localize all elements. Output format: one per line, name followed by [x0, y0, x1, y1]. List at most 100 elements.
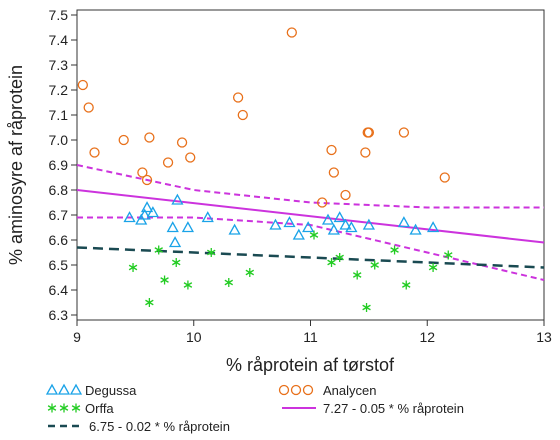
data-point-analycen: [162, 157, 174, 168]
data-point-orffa: [335, 253, 344, 262]
data-point-orffa: [183, 280, 193, 290]
data-point-orffa: [428, 263, 438, 272]
y-tick-label: 7.0: [49, 132, 69, 148]
data-point-orffa: [444, 250, 453, 260]
legend: Degussa Orffa 6.75 - 0.02 * % råprotein …: [45, 383, 464, 434]
data-point-analycen: [286, 27, 297, 38]
legend-item-analycen: Analycen: [278, 383, 376, 398]
legend-marker: [47, 403, 57, 413]
data-point-orffa: [160, 275, 169, 285]
legend-marker: [302, 384, 314, 396]
data-point-degussa: [327, 223, 340, 235]
x-axis-label: % råprotein af tørstof: [226, 355, 395, 375]
data-point-analycen: [232, 92, 244, 103]
legend-label-dashed-fit: 6.75 - 0.02 * % råprotein: [89, 419, 230, 434]
confidence-band-lines: [76, 164, 545, 281]
data-point-analycen: [137, 167, 148, 178]
legend-item-dashed-fit: 6.75 - 0.02 * % råprotein: [48, 419, 230, 434]
data-point-analycen: [77, 79, 88, 91]
y-tick-label: 7.4: [49, 32, 69, 48]
fit-lines: [76, 189, 545, 269]
x-tick-label: 13: [536, 329, 552, 345]
dashed-fit-line: [76, 246, 545, 269]
data-point-analycen: [326, 144, 337, 156]
legend-label-solid-fit: 7.27 - 0.05 * % råprotein: [323, 401, 464, 416]
data-point-analycen: [439, 172, 450, 183]
data-point-degussa: [362, 218, 375, 230]
data-point-orffa: [128, 263, 138, 272]
data-point-orffa: [224, 278, 234, 287]
data-point-analycen: [363, 127, 375, 138]
legend-label-analycen: Analycen: [323, 383, 376, 398]
data-point-degussa: [397, 216, 411, 228]
legend-item-orffa: Orffa: [47, 401, 114, 416]
legend-marker: [69, 383, 83, 395]
y-tick-label: 6.4: [49, 282, 69, 298]
solid-fit-line: [76, 189, 545, 244]
y-tick-label: 6.8: [49, 182, 69, 198]
x-tick-label: 9: [73, 329, 81, 345]
x-axis-ticks: 9 10 11 12 13: [73, 320, 552, 345]
data-point-analycen: [118, 134, 129, 146]
y-tick-label: 6.3: [49, 307, 69, 323]
data-point-orffa: [370, 260, 379, 270]
data-points: [77, 27, 453, 312]
data-point-orffa: [207, 248, 216, 257]
data-point-orffa: [245, 268, 255, 277]
plot-frame: [76, 9, 545, 321]
data-point-orffa: [390, 245, 399, 255]
data-point-degussa: [409, 223, 422, 235]
data-point-degussa: [171, 193, 184, 205]
y-tick-label: 7.3: [49, 57, 69, 73]
data-point-degussa: [339, 218, 352, 230]
data-point-analycen: [340, 189, 351, 201]
y-axis-ticks: 6.3 6.4 6.5 6.6 6.7 6.8 6.9 7.0 7.1 7.2 7.3 7.4 7.5: [49, 7, 77, 323]
y-tick-label: 7.2: [49, 82, 69, 98]
y-tick-label: 7.1: [49, 107, 69, 123]
data-point-degussa: [201, 211, 214, 223]
legend-marker: [71, 403, 81, 413]
data-point-analycen: [89, 147, 100, 158]
data-point-degussa: [166, 221, 179, 233]
x-tick-label: 10: [186, 329, 202, 345]
data-point-analycen: [141, 174, 153, 186]
y-tick-label: 6.5: [49, 257, 69, 273]
data-point-analycen: [328, 167, 340, 178]
legend-label-orffa: Orffa: [85, 401, 114, 416]
data-point-analycen: [144, 132, 155, 143]
data-point-analycen: [317, 197, 328, 208]
data-point-orffa: [145, 298, 154, 307]
data-point-degussa: [283, 216, 296, 228]
data-point-degussa: [269, 218, 282, 230]
data-point-orffa: [171, 258, 181, 267]
data-point-orffa: [352, 270, 362, 280]
legend-item-solid-fit: 7.27 - 0.05 * % råprotein: [282, 401, 464, 416]
data-point-degussa: [123, 211, 136, 223]
data-point-analycen: [360, 147, 371, 158]
x-tick-label: 12: [419, 329, 435, 345]
legend-triangle-icon: [45, 383, 83, 395]
data-point-analycen: [185, 152, 196, 163]
data-point-orffa: [309, 230, 319, 240]
data-point-analycen: [237, 109, 248, 121]
data-point-orffa: [327, 258, 336, 267]
data-point-degussa: [292, 228, 305, 240]
y-tick-label: 6.7: [49, 207, 69, 223]
legend-marker: [59, 403, 69, 413]
y-axis-label: % aminosyre af råprotein: [6, 65, 26, 265]
data-point-degussa: [321, 213, 335, 225]
legend-circle-icon: [278, 384, 314, 396]
data-point-degussa: [138, 208, 151, 220]
legend-asterisk-icon: [47, 403, 81, 413]
data-point-analycen: [398, 127, 410, 138]
legend-marker: [278, 384, 290, 396]
data-point-degussa: [181, 221, 195, 233]
data-point-orffa: [401, 280, 411, 290]
data-point-orffa: [362, 303, 371, 312]
legend-item-degussa: Degussa: [45, 383, 137, 398]
y-tick-label: 6.9: [49, 157, 69, 173]
data-point-degussa: [302, 221, 315, 233]
x-tick-label: 11: [303, 329, 318, 345]
y-tick-label: 7.5: [49, 7, 69, 23]
